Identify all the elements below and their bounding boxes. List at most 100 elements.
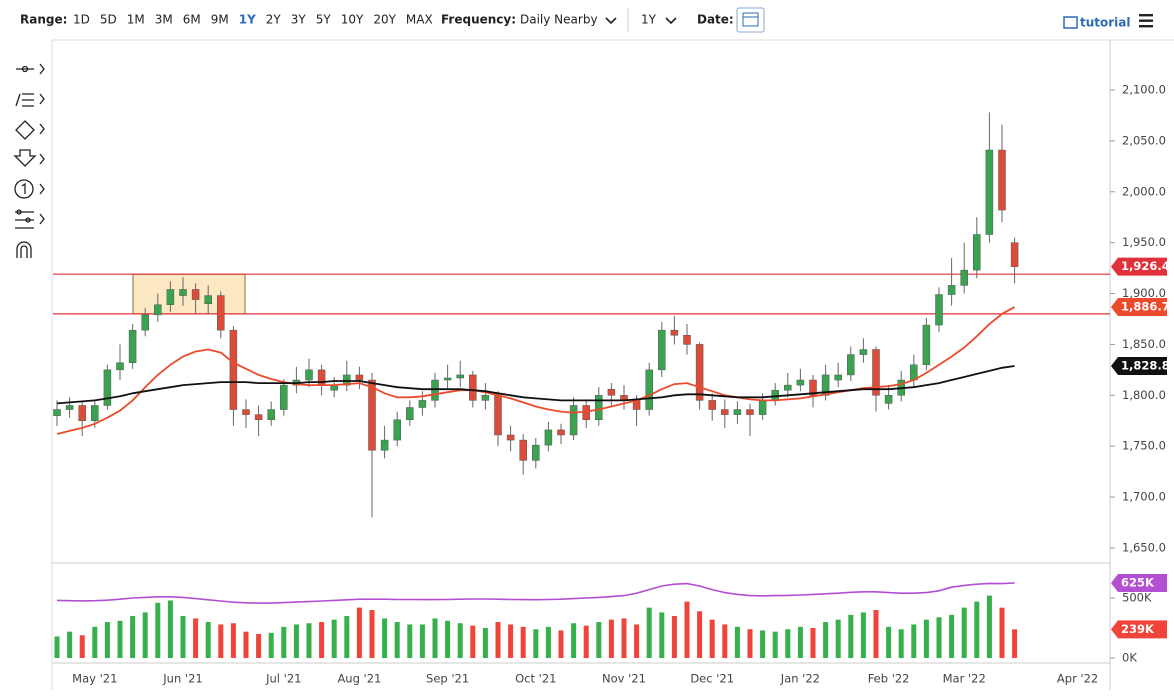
candle-body	[935, 294, 943, 326]
y-tick-label: 1,800.0	[1122, 388, 1166, 402]
volume-bar	[684, 601, 690, 659]
volume-bar	[671, 616, 677, 659]
candle-body	[670, 329, 679, 336]
tool-caret	[39, 183, 45, 195]
volume-bar	[117, 620, 123, 659]
x-tick-label: Dec '21	[690, 672, 734, 686]
calendar-button[interactable]	[736, 7, 765, 33]
candle-body	[191, 289, 200, 300]
candle-body	[758, 400, 767, 415]
candle-body	[355, 374, 364, 381]
range-button[interactable]: MAX	[406, 13, 433, 27]
range-button[interactable]: 3M	[155, 13, 173, 27]
volume-bar	[256, 634, 262, 659]
tool-caret	[39, 123, 45, 135]
candle-body	[481, 395, 490, 401]
volume-bar	[407, 624, 413, 659]
candle-body	[494, 395, 502, 436]
candle-body	[607, 388, 616, 396]
range-button[interactable]: 3Y	[291, 13, 307, 27]
candle-body	[78, 405, 86, 421]
menu-button[interactable]	[1139, 14, 1153, 28]
volume-bar	[394, 622, 400, 659]
y-tick-label: 1,650.0	[1122, 540, 1166, 554]
candle-body	[229, 329, 238, 410]
volume-bar	[697, 611, 703, 659]
x-tick-label: Oct '21	[515, 672, 556, 686]
volume-bar	[281, 626, 287, 659]
range-button[interactable]: 6M	[183, 13, 201, 27]
candle-body	[834, 374, 842, 381]
range-button[interactable]: 5D	[100, 13, 117, 27]
tool-icon	[15, 120, 35, 140]
fib-tool[interactable]	[15, 93, 45, 107]
candle-body	[443, 377, 452, 381]
drawing-tools	[13, 63, 45, 258]
range-button[interactable]: 2Y	[266, 13, 282, 27]
y-tick-label: 1,900.0	[1122, 286, 1166, 300]
volume-bar	[823, 622, 829, 659]
magnet-tool[interactable]	[16, 241, 32, 258]
tool-icon	[25, 217, 31, 223]
candle-body	[103, 369, 112, 406]
candle-body	[847, 354, 855, 376]
candle-body	[469, 374, 477, 401]
y-tick-label: 2,100.0	[1122, 82, 1166, 96]
candle-body	[998, 149, 1006, 211]
period-select[interactable]: 1Y	[641, 13, 657, 27]
range-button[interactable]: 1Y	[239, 13, 256, 27]
volume-bar	[92, 626, 98, 659]
tool-icon	[21, 182, 26, 194]
moving-average	[56, 365, 1015, 405]
candle-body	[973, 234, 981, 271]
volume-bar	[482, 628, 488, 659]
tool-icon	[15, 211, 34, 229]
volume-bar	[835, 619, 841, 659]
volume-bar	[571, 623, 577, 659]
volume-bar	[193, 618, 199, 659]
volume-bar	[986, 595, 992, 659]
tutorial-link[interactable]: tutorial	[1063, 16, 1131, 30]
candle-body	[204, 295, 212, 304]
volume-bar	[709, 619, 715, 659]
pattern-tool[interactable]	[15, 209, 45, 229]
candle-body	[141, 314, 149, 331]
count-tool[interactable]	[14, 179, 45, 199]
x-tick-label: Sep '21	[426, 672, 469, 686]
shape-tool[interactable]	[15, 120, 45, 140]
arrow-tool[interactable]	[13, 149, 45, 167]
frequency-select[interactable]: Daily Nearby	[520, 13, 598, 27]
tool-caret	[39, 153, 45, 165]
dropdown-caret	[605, 17, 617, 25]
range-button[interactable]: 1M	[127, 13, 145, 27]
volume-bar	[495, 622, 501, 659]
candle-body	[280, 384, 288, 410]
candle-body	[746, 409, 754, 415]
range-button[interactable]: 9M	[211, 13, 229, 27]
average-tag-bg	[1111, 356, 1167, 375]
candle-body	[683, 335, 691, 345]
volume-bar	[293, 624, 299, 659]
volume-bar	[180, 616, 186, 659]
candle-body	[784, 384, 792, 391]
range-button[interactable]: 5Y	[316, 13, 332, 27]
volume-bar	[344, 616, 350, 659]
y-tick-label: 2,050.0	[1122, 133, 1166, 147]
volume-bar	[583, 625, 589, 659]
range-button[interactable]: 20Y	[373, 13, 396, 27]
candle-body	[960, 269, 968, 286]
candle-body	[166, 289, 175, 305]
calendar-frame	[736, 7, 765, 33]
last-price-tag-bg	[1111, 257, 1167, 276]
candle-body	[506, 434, 515, 441]
tool-icon	[21, 65, 29, 73]
volume-bar	[54, 636, 60, 659]
range-button[interactable]: 1D	[73, 13, 90, 27]
toolbar: Range: Frequency: Daily Nearby 1Y Date: …	[20, 7, 1153, 33]
candle-body	[544, 429, 553, 446]
frequency-label: Frequency:	[441, 13, 516, 27]
range-button[interactable]: 10Y	[341, 13, 364, 27]
volume-bar	[230, 623, 236, 659]
line-tool[interactable]	[16, 63, 45, 75]
